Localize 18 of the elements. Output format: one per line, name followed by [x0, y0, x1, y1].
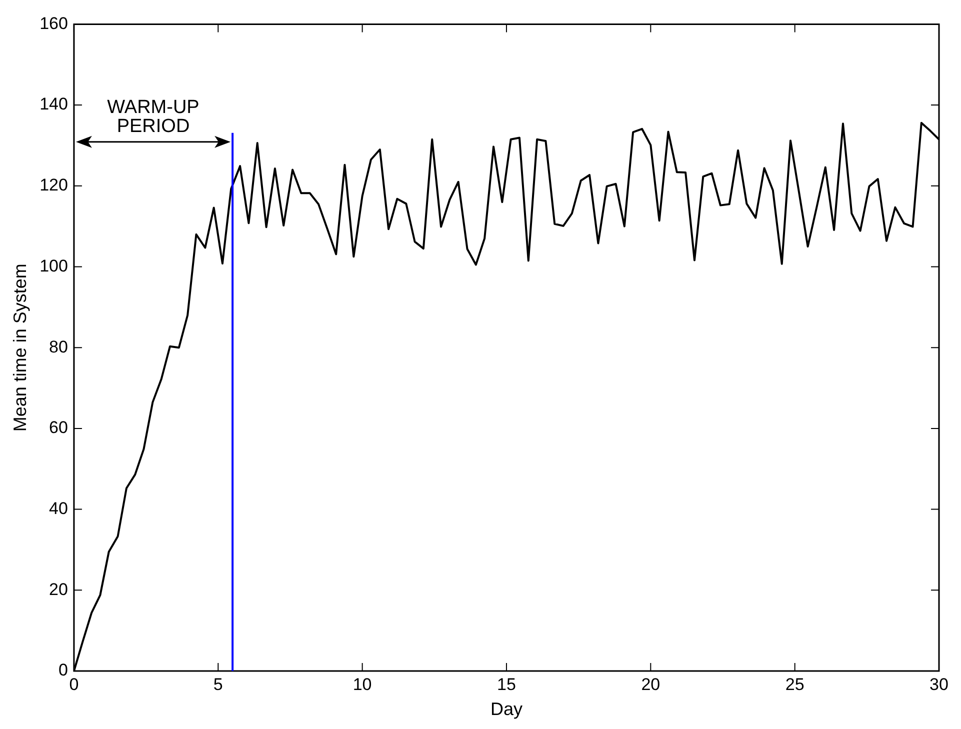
x-axis-title: Day — [490, 699, 522, 720]
y-tick-label: 40 — [49, 498, 68, 518]
y-tick-label: 160 — [40, 14, 68, 33]
x-tick-label: 15 — [497, 674, 516, 694]
x-tick-label: 20 — [641, 674, 660, 694]
y-tick-label: 20 — [49, 580, 68, 599]
x-tick-label: 25 — [785, 674, 804, 694]
x-tick-label: 30 — [930, 674, 948, 694]
y-tick-label: 140 — [40, 94, 68, 114]
y-tick-label: 60 — [49, 418, 68, 438]
y-tick-label: 80 — [49, 337, 68, 356]
x-tick-label: 5 — [213, 674, 223, 694]
y-tick-label: 120 — [40, 176, 68, 195]
x-tick-label: 10 — [352, 674, 372, 694]
annotation: WARM-UP PERIOD — [107, 96, 200, 137]
y-axis-title: Mean time in System — [10, 264, 30, 432]
y-tick-label: 0 — [58, 660, 68, 680]
y-tick-label: 100 — [40, 256, 68, 276]
